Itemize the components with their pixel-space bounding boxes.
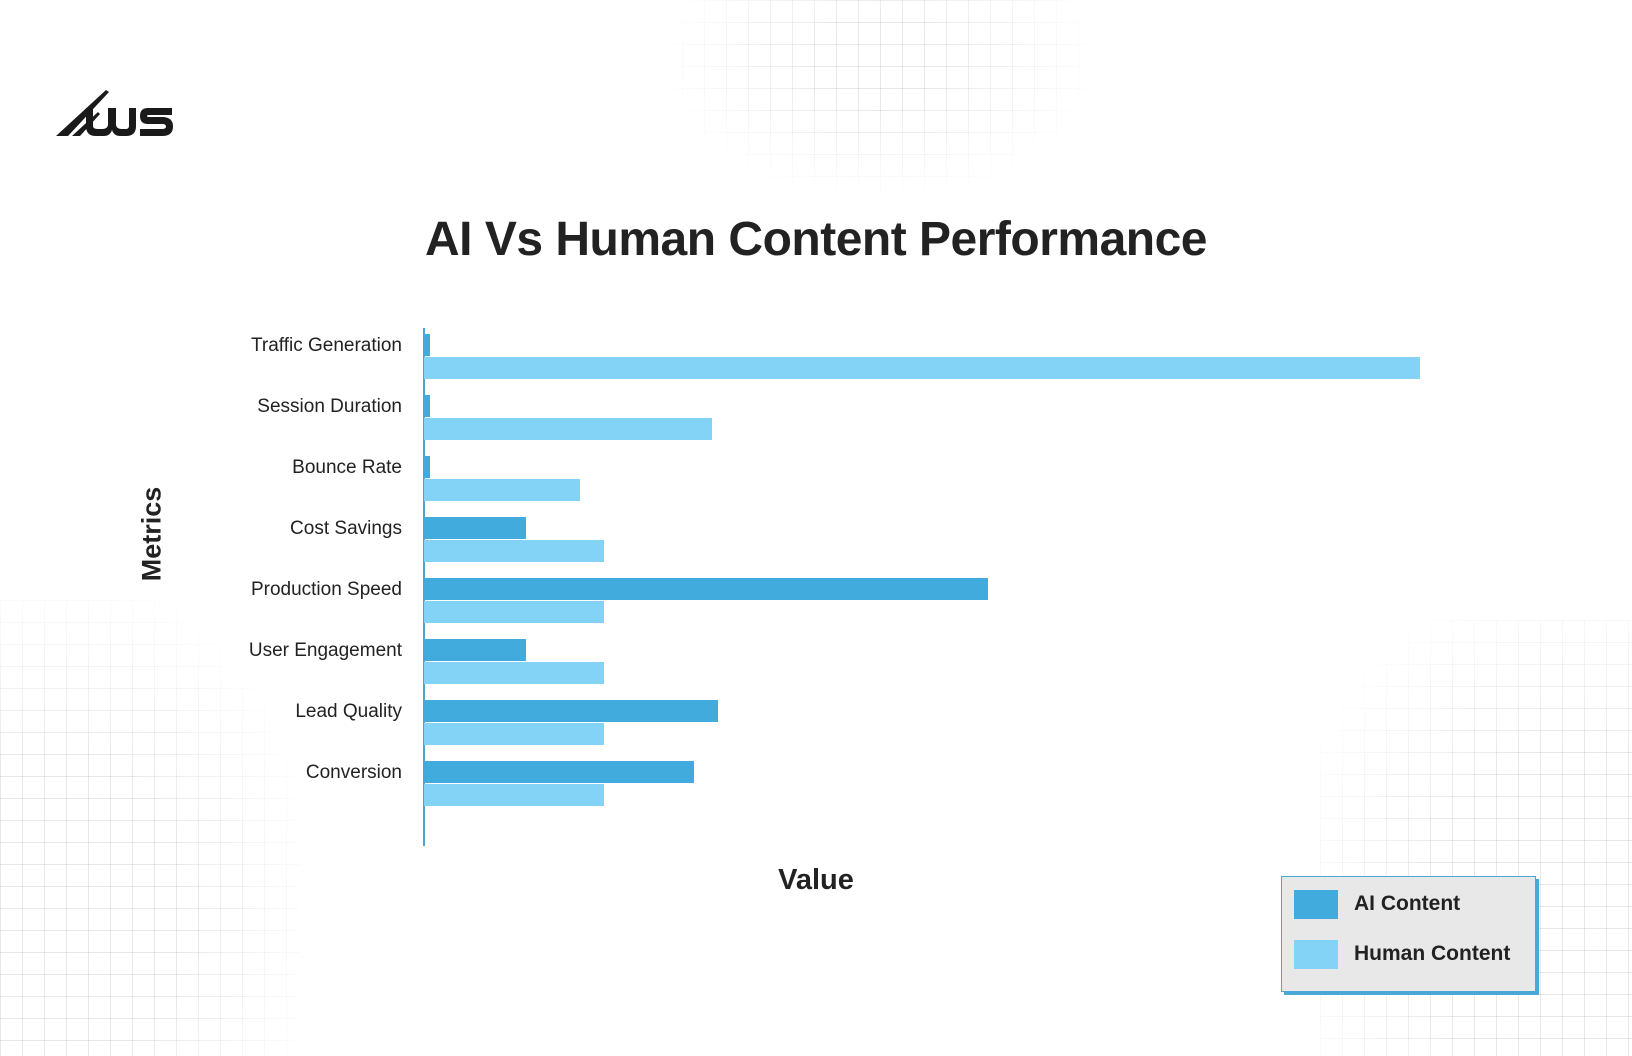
bar-human-content — [424, 418, 712, 440]
legend-swatch-ai-icon — [1294, 889, 1338, 919]
category-label: Conversion — [305, 762, 402, 783]
legend-item-ai-content: AI Content — [1294, 889, 1460, 919]
bar-human-content — [424, 540, 604, 562]
bar-human-content — [424, 357, 1420, 379]
bar-group: Session Duration — [257, 389, 1523, 450]
bar-human-content — [424, 662, 604, 684]
bar-group: User Engagement — [249, 633, 1523, 694]
bar-human-content — [424, 479, 580, 501]
bar-ai-content — [424, 639, 526, 661]
legend-swatch-human-icon — [1294, 939, 1338, 969]
bar-ai-content — [424, 334, 430, 356]
bar-group: Bounce Rate — [292, 450, 1523, 511]
x-axis-label: Value — [778, 864, 854, 896]
bar-human-content — [424, 601, 604, 623]
bar-ai-content — [424, 761, 694, 783]
chart-title: AI Vs Human Content Performance — [425, 213, 1207, 266]
bar-group: Traffic Generation — [251, 328, 1523, 389]
background-grid-left — [0, 600, 300, 1056]
category-label: Traffic Generation — [250, 335, 402, 356]
bar-human-content — [424, 784, 604, 806]
plot-area: Traffic Generation Session Duration Boun… — [249, 328, 1523, 848]
bar-ai-content — [424, 578, 988, 600]
bar-group: Lead Quality — [295, 694, 1523, 755]
bar-ai-content — [424, 700, 718, 722]
y-axis-label: Metrics — [136, 486, 167, 582]
bar-group: Cost Savings — [290, 511, 1523, 572]
background-grid-top — [660, 0, 1100, 200]
legend-item-human-content: Human Content — [1294, 939, 1510, 969]
bar-group: Production Speed — [251, 572, 1523, 633]
legend-label: AI Content — [1354, 892, 1461, 915]
bar-ai-content — [424, 456, 430, 478]
legend-label: Human Content — [1354, 942, 1511, 965]
category-label: User Engagement — [248, 640, 402, 661]
chart-legend: AI Content Human Content — [1281, 876, 1536, 992]
bar-ai-content — [424, 517, 526, 539]
category-label: Lead Quality — [295, 701, 402, 722]
category-label: Bounce Rate — [292, 457, 402, 478]
ws-logo-icon — [56, 90, 173, 136]
category-label: Production Speed — [250, 579, 402, 600]
category-label: Session Duration — [257, 396, 402, 417]
bar-ai-content — [424, 395, 430, 417]
category-label: Cost Savings — [290, 518, 402, 539]
bar-human-content — [424, 723, 604, 745]
bar-group: Conversion — [306, 755, 1523, 816]
